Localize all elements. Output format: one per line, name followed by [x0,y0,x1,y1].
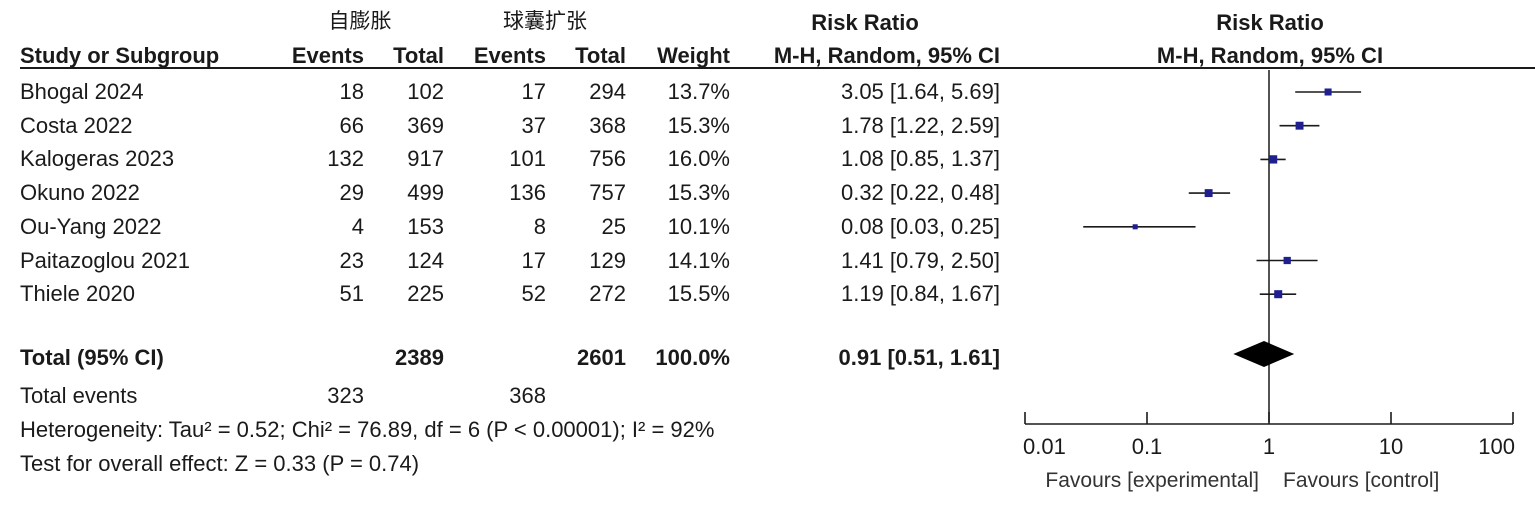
row-exp-events: 4 [351,213,364,239]
total-ctl-total: 2601 [577,345,626,370]
row-ctl-total: 129 [589,247,626,273]
row-weight: 14.1% [667,247,730,273]
row-study-name: Thiele 2020 [20,281,135,307]
pooled-diamond [1233,341,1295,367]
point-estimate-marker [1268,155,1278,164]
row-ci-text: 0.32 [0.22, 0.48] [840,180,1000,206]
row-exp-total: 917 [407,146,444,172]
row-weight: 10.1% [667,213,730,239]
effect-column-title: Risk Ratio [811,10,919,35]
header-ctl-total: Total [575,43,626,68]
point-estimate-marker [1324,88,1332,96]
header-weight: Weight [657,43,730,68]
point-estimate-marker [1132,224,1138,230]
header-effect-method: M-H, Random, 95% CI [773,43,1000,68]
row-ctl-total: 272 [589,281,626,307]
row-exp-total: 124 [407,247,444,273]
favours-right-label: Favours [control] [1283,469,1439,492]
row-exp-events: 23 [339,247,364,273]
row-ci-text: 0.08 [0.03, 0.25] [840,213,1000,239]
row-ctl-total: 368 [589,112,626,138]
total-ci-text: 0.91 [0.51, 1.61] [838,345,1000,370]
point-estimate-marker [1283,256,1291,265]
point-estimate-marker [1204,189,1213,198]
total-weight: 100.0% [655,345,730,370]
row-study-name: Okuno 2022 [20,180,140,206]
row-weight: 15.3% [667,112,730,138]
row-ctl-total: 756 [589,146,626,172]
row-study-name: Bhogal 2024 [20,79,144,104]
row-exp-total: 102 [407,79,444,104]
favours-left-label: Favours [experimental] [1045,469,1259,492]
row-ctl-events: 136 [509,180,546,206]
point-estimate-marker [1295,121,1304,130]
row-exp-events: 18 [339,79,364,104]
row-ctl-events: 101 [509,146,546,172]
plot-title: Risk Ratio [1216,10,1324,35]
row-exp-total: 499 [407,180,444,206]
row-ci-text: 1.19 [0.84, 1.67] [840,281,1000,307]
row-ctl-total: 294 [589,79,626,104]
x-tick-label: 10 [1379,434,1403,459]
row-study-name: Kalogeras 2023 [20,146,175,172]
x-tick-label: 0.01 [1023,434,1066,459]
row-ctl-total: 757 [589,180,626,206]
header-study: Study or Subgroup [20,43,220,68]
row-ci-text: 1.08 [0.85, 1.37] [840,146,1000,172]
row-weight: 15.5% [667,281,730,307]
total-events-label: Total events [20,383,138,408]
header-ctl-events: Events [473,43,546,68]
row-ctl-events: 52 [521,281,546,307]
row-ci-text: 1.41 [0.79, 2.50] [840,247,1000,273]
row-weight: 13.7% [667,79,730,104]
row-exp-events: 132 [327,146,364,172]
total-label: Total (95% CI) [20,345,164,370]
row-ctl-events: 37 [521,112,546,138]
x-tick-label: 100 [1478,434,1515,459]
x-tick-label: 0.1 [1132,434,1163,459]
header-plot-method: M-H, Random, 95% CI [1156,43,1384,68]
row-weight: 15.3% [667,180,730,206]
control-group-label: 球囊扩张 [503,9,587,33]
row-ci-text: 1.78 [1.22, 2.59] [840,112,1000,138]
heterogeneity-text: Heterogeneity: Tau² = 0.52; Chi² = 76.89… [20,417,715,442]
row-ctl-events: 17 [521,79,546,104]
x-tick-label: 1 [1263,434,1275,459]
row-exp-events: 66 [339,112,364,138]
header-exp-events: Events [291,43,364,68]
row-exp-events: 51 [339,281,364,307]
row-exp-total: 225 [407,281,444,307]
header-exp-total: Total [393,43,444,68]
total-events-ctl: 368 [509,383,546,408]
point-estimate-marker [1274,290,1283,299]
total-exp-total: 2389 [395,345,444,370]
row-study-name: Costa 2022 [20,112,133,138]
row-study-name: Paitazoglou 2021 [20,247,191,273]
row-ctl-events: 8 [533,213,546,239]
row-ci-text: 3.05 [1.64, 5.69] [840,79,1000,104]
row-ctl-total: 25 [601,213,626,239]
total-events-exp: 323 [327,383,364,408]
row-exp-total: 153 [407,213,444,239]
row-weight: 16.0% [667,146,730,172]
experimental-group-label: 自膨胀 [328,9,392,33]
overall-effect-text: Test for overall effect: Z = 0.33 (P = 0… [20,451,420,476]
row-study-name: Ou-Yang 2022 [20,213,162,239]
row-exp-total: 369 [407,112,444,138]
row-exp-events: 29 [339,180,364,206]
row-ctl-events: 17 [521,247,546,273]
